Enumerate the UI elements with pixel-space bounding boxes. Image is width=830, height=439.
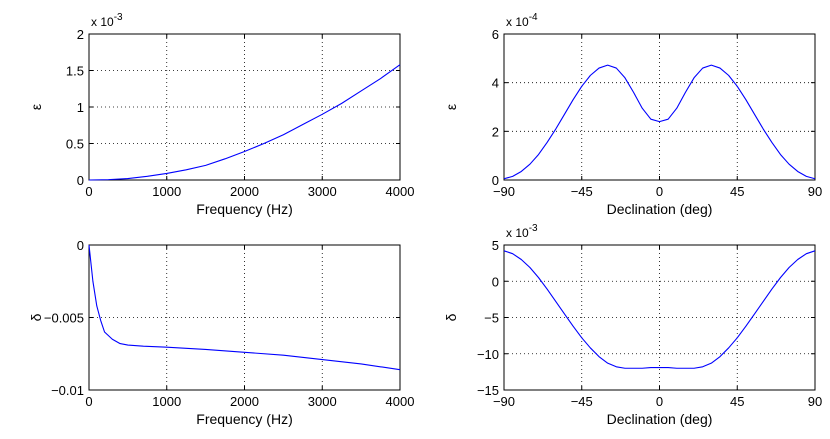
y-tick-label: 1.5 — [66, 64, 84, 79]
y-tick-label: 0 — [492, 274, 499, 289]
chart-panel-1: 0 1000 2000 3000 4000 0 0.5 1 1.5 2 Frequency (Hz)… — [28, 12, 414, 217]
y-tick-label: 6 — [492, 27, 499, 42]
series-line — [503, 250, 816, 369]
y-axis-label: ε — [443, 104, 459, 110]
x-tick-label: 3000 — [308, 394, 337, 409]
chart-panel-2: −90 −45 0 45 90 0 2 4 6 Declination (deg) ε x 10-4 — [443, 12, 822, 217]
x-tick-label: −45 — [571, 184, 593, 199]
x-tick-label: 1000 — [152, 184, 181, 199]
y-tick-label: 0 — [492, 173, 499, 188]
series-line — [503, 64, 816, 180]
y-axis-label: δ — [443, 313, 459, 321]
x-tick-label: 45 — [730, 184, 744, 199]
y-exponent-power: -4 — [529, 12, 538, 23]
x-tick-label: 90 — [808, 394, 822, 409]
x-tick-label: 2000 — [230, 394, 259, 409]
x-axis-label: Declination (deg) — [607, 201, 713, 217]
y-tick-label: 0.5 — [66, 137, 84, 152]
y-exponent-label: x 10-3 — [91, 12, 123, 29]
series-line — [88, 244, 401, 371]
x-tick-label: 45 — [730, 394, 744, 409]
series-line — [88, 64, 401, 181]
y-tick-label: 1 — [77, 100, 84, 115]
x-tick-label: −90 — [493, 184, 515, 199]
y-exponent-label: x 10-3 — [506, 223, 538, 240]
x-tick-label: −90 — [493, 394, 515, 409]
y-exponent-power: -3 — [114, 12, 123, 23]
x-tick-label: 0 — [85, 394, 92, 409]
y-exponent-base: x 10 — [506, 15, 529, 29]
x-tick-label: 1000 — [152, 394, 181, 409]
y-exponent-base: x 10 — [91, 15, 114, 29]
x-tick-label: 0 — [85, 184, 92, 199]
y-tick-label: −0.005 — [44, 311, 84, 326]
x-tick-label: 0 — [656, 184, 663, 199]
y-exponent-base: x 10 — [506, 226, 529, 240]
y-tick-label: −10 — [477, 347, 499, 362]
y-tick-label: 4 — [492, 76, 499, 91]
x-tick-label: 3000 — [308, 184, 337, 199]
y-tick-label: −5 — [484, 311, 499, 326]
x-tick-label: 0 — [656, 394, 663, 409]
y-tick-label: −15 — [477, 383, 499, 398]
x-tick-label: 4000 — [386, 184, 415, 199]
x-tick-label: 4000 — [386, 394, 415, 409]
x-tick-label: 90 — [808, 184, 822, 199]
chart-panel-3: 0 1000 2000 3000 4000 −0.01 −0.005 0 Frequency (… — [28, 238, 414, 427]
x-tick-label: 2000 — [230, 184, 259, 199]
y-tick-label: 0 — [77, 238, 84, 253]
y-exponent-power: -3 — [529, 223, 538, 234]
chart-panel-4: −90 −45 0 45 90 −15 −10 −5 0 5 Declination (deg) δ x… — [443, 223, 822, 427]
y-tick-label: 0 — [77, 173, 84, 188]
x-axis-label: Declination (deg) — [607, 411, 713, 427]
x-axis-label: Frequency (Hz) — [196, 201, 292, 217]
x-axis-label: Frequency (Hz) — [196, 411, 292, 427]
y-tick-label: −0.01 — [51, 383, 84, 398]
y-tick-label: 5 — [492, 238, 499, 253]
y-exponent-label: x 10-4 — [506, 12, 538, 29]
y-tick-label: 2 — [77, 27, 84, 42]
y-axis-label: ε — [28, 104, 44, 110]
y-axis-label: δ — [28, 313, 44, 321]
y-tick-label: 2 — [492, 124, 499, 139]
x-tick-label: −45 — [571, 394, 593, 409]
